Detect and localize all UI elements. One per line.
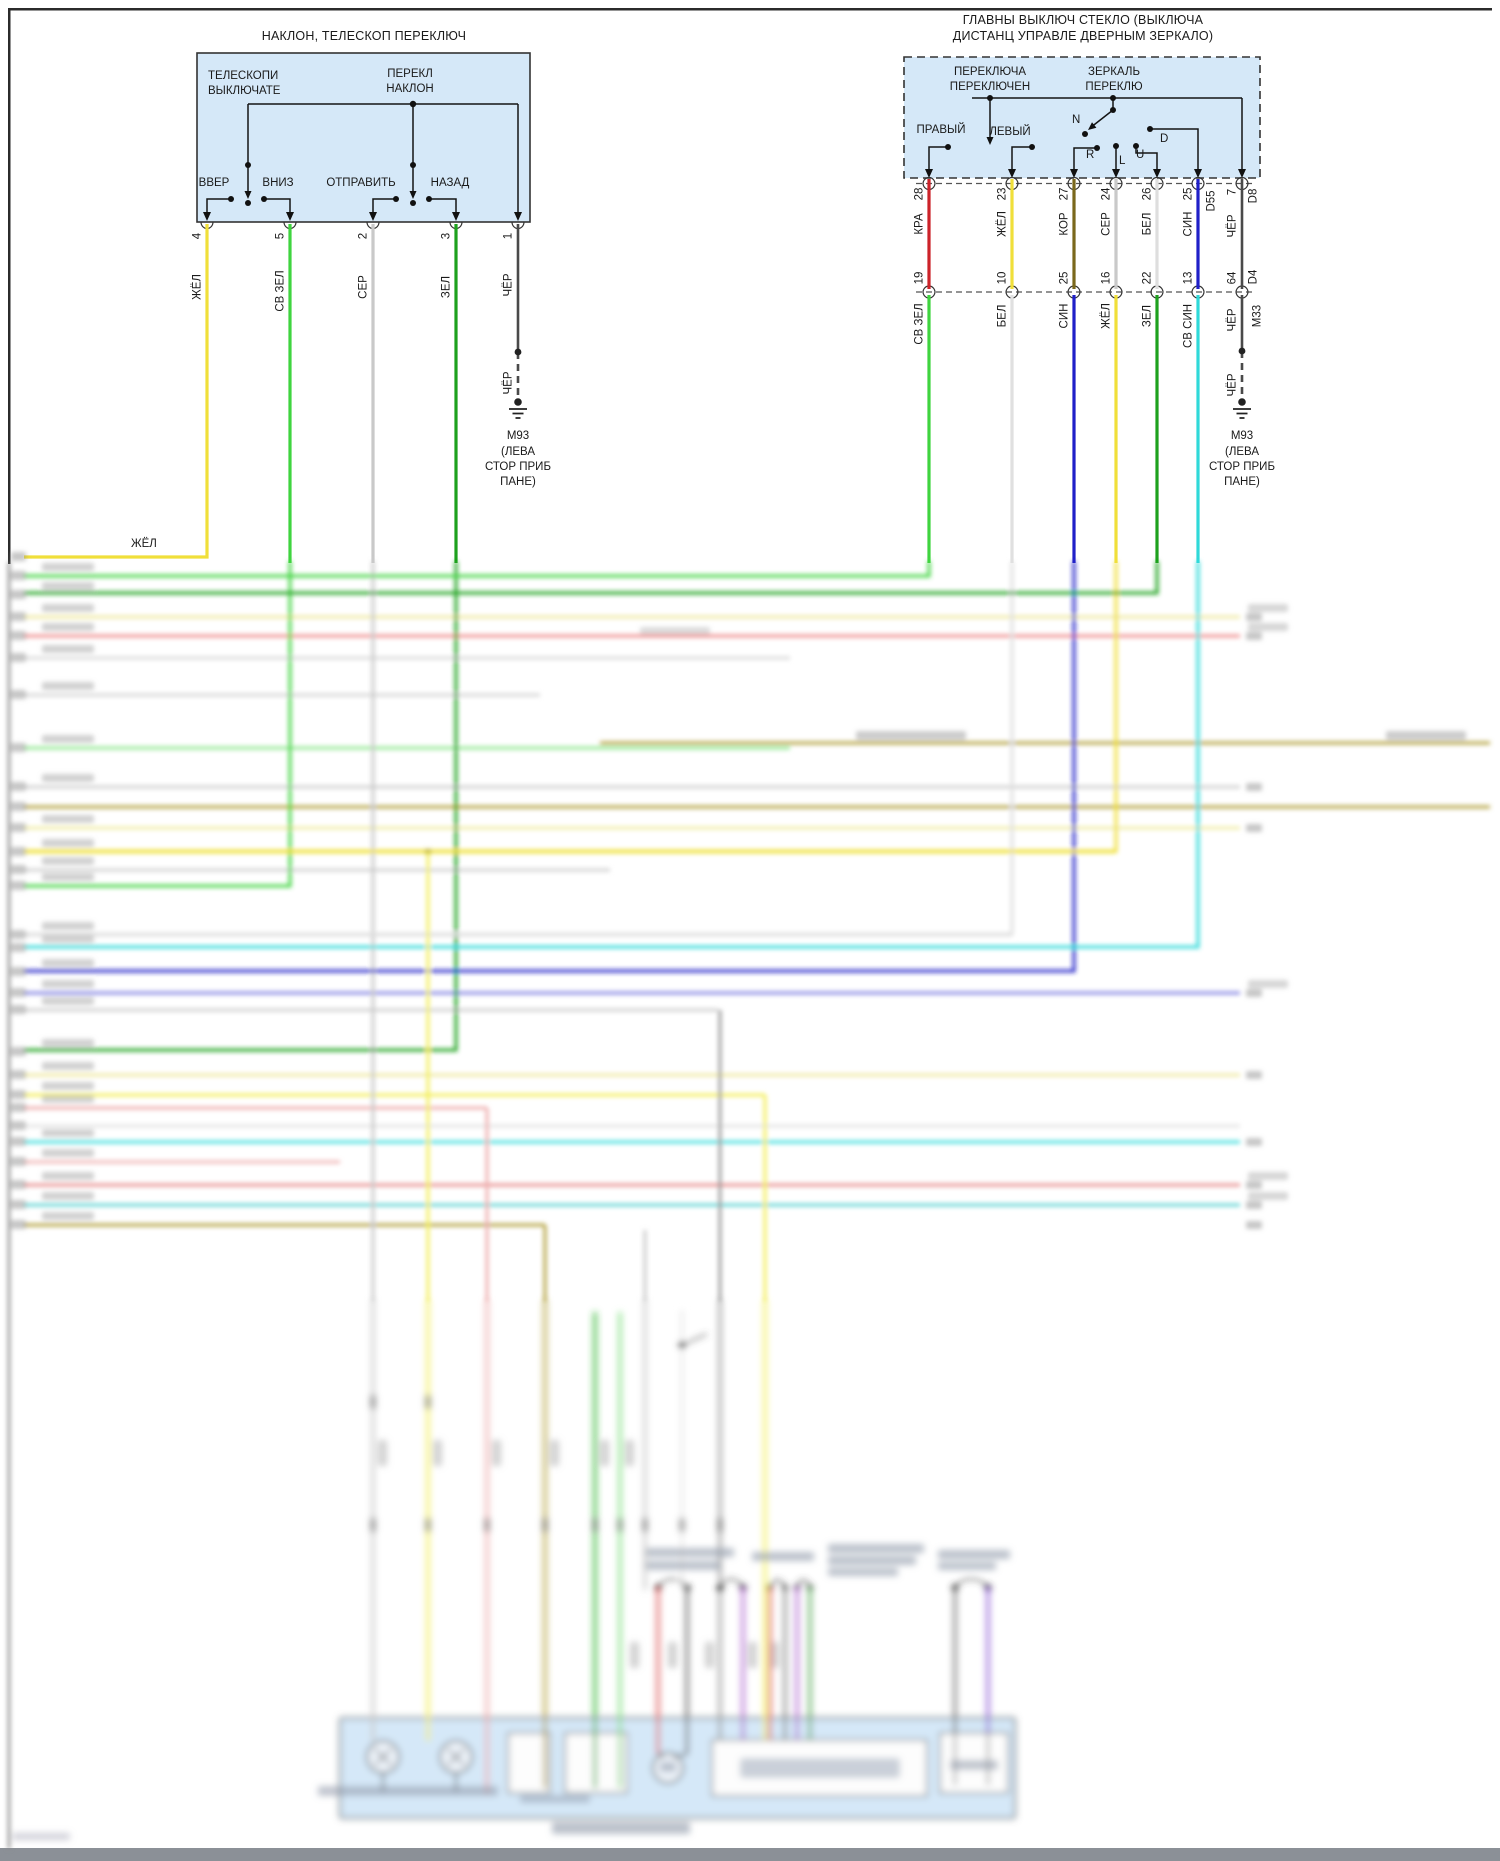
ground-location-label: СТОР ПРИБ	[1209, 461, 1275, 473]
wire-color-label: СИН	[1182, 211, 1195, 237]
pin-number: 27	[1058, 187, 1071, 201]
pin-number: 5	[274, 232, 287, 240]
bottom-wires-blurred	[12, 1300, 1016, 1840]
fn-down-label: ВНИЗ	[262, 177, 294, 189]
mirror-section-label: ЗЕРКАЛЬ	[1087, 66, 1141, 78]
wire-color-label: ЗЕЛ	[440, 275, 453, 299]
pin-number: 25	[1182, 187, 1195, 201]
master-window-switch-graphics	[903, 56, 1261, 299]
mirror-r-label: R	[1086, 149, 1095, 161]
ground-location-label: ПАНЕ)	[500, 476, 536, 488]
tilt-section-label: ПЕРЕКЛ	[387, 68, 433, 80]
pin-number: 13	[1182, 271, 1195, 285]
pin-number: 19	[913, 271, 926, 285]
wire-color-label: ЧЁР	[1226, 308, 1239, 332]
pin-number: 26	[1141, 187, 1154, 201]
tilt-telescope-switch-graphics	[196, 52, 531, 230]
pin-number: 1	[502, 232, 515, 240]
pin-number: 3	[440, 232, 453, 240]
pin-number: 16	[1100, 271, 1113, 285]
splice-id: М33	[1251, 304, 1264, 328]
right-switch-title: ГЛАВНЫ ВЫКЛЮЧ СТЕКЛО (ВЫКЛЮЧА	[962, 13, 1204, 27]
ground-location-label: (ЛЕВА	[1224, 446, 1260, 458]
wire-color-label: СВ ЗЕЛ	[913, 303, 926, 345]
pin-number: 23	[996, 187, 1009, 201]
pin-number: 24	[1100, 187, 1113, 201]
wire-color-label: СВ СИН	[1182, 303, 1195, 349]
mirror-section-label: ПЕРЕКЛЮ	[1085, 81, 1143, 93]
mirror-n-label: N	[1072, 114, 1081, 126]
wire-color-label: ЖЁЛ	[191, 274, 204, 300]
connector-id: D4	[1247, 269, 1260, 285]
ground-location-label: ПАНЕ)	[1224, 476, 1260, 488]
left-switch-title: НАКЛОН, ТЕЛЕСКОП ПЕРЕКЛЮЧ	[261, 29, 467, 43]
wire-color-label: КРА	[913, 213, 926, 235]
wire-color-label: ЗЕЛ	[1141, 304, 1154, 328]
top-wires	[24, 179, 1251, 563]
mirror-d-label: D	[1160, 133, 1169, 145]
fn-send-label: ОТПРАВИТЬ	[326, 177, 396, 189]
mid-wires-blurred	[7, 552, 1490, 1849]
pos-right-label: ПРАВЫЙ	[916, 124, 966, 136]
pin-number: 4	[191, 232, 204, 240]
wire-color-label: СИН	[1058, 303, 1071, 329]
telescope-section-label: ВЫКЛЮЧАТЕ	[208, 85, 281, 97]
window-section-label: ПЕРЕКЛЮЧА	[953, 66, 1027, 78]
wire-color-label: ЧЁР	[502, 371, 515, 395]
pin-number: 10	[996, 271, 1009, 285]
connector-id: D55	[1205, 190, 1218, 212]
fn-up-label: ВВЕР	[198, 177, 230, 189]
ground-location-label: СТОР ПРИБ	[485, 461, 551, 473]
fn-back-label: НАЗАД	[430, 177, 470, 189]
wire-color-label: СЕР	[1100, 212, 1113, 236]
pin-number: 7	[1226, 188, 1239, 196]
page-frame	[0, 8, 1500, 1861]
wire-color-label: БЕЛ	[996, 304, 1009, 328]
wire-color-label: КОР	[1058, 212, 1071, 236]
telescope-section-label: ТЕЛЕСКОПИ	[208, 70, 279, 82]
window-section-label: ПЕРЕКЛЮЧЕН	[949, 81, 1031, 93]
wire-color-label: СВ ЗЕЛ	[274, 270, 287, 312]
pin-number: 64	[1226, 271, 1239, 285]
wire-color-label: ЧЁР	[1226, 373, 1239, 397]
pin-number: 22	[1141, 271, 1154, 285]
mirror-l-label: L	[1119, 155, 1126, 167]
ground-location-label: (ЛЕВА	[500, 446, 536, 458]
tilt-section-label: НАКЛОН	[386, 83, 434, 95]
pin-number: 2	[357, 232, 370, 240]
pin-number: 28	[913, 187, 926, 201]
wire-color-label: ЧЁР	[1226, 214, 1239, 238]
exit-wire-color-label: ЖЁЛ	[131, 538, 157, 550]
pos-left-label: ЛЕВЫЙ	[989, 126, 1031, 138]
connector-id: D8	[1247, 188, 1260, 204]
pin-number: 25	[1058, 271, 1071, 285]
wire-color-label: ЖЁЛ	[1100, 303, 1113, 329]
ground-node-label: М93	[1230, 430, 1254, 442]
mirror-u-label: U	[1136, 149, 1145, 161]
wire-color-label: БЕЛ	[1141, 212, 1154, 236]
right-switch-title: ДИСТАНЦ УПРАВЛЕ ДВЕРНЫМ ЗЕРКАЛО)	[952, 29, 1214, 43]
wire-color-label: СЕР	[357, 275, 370, 299]
wire-color-label: ЖЁЛ	[996, 211, 1009, 237]
ground-node-label: М93	[506, 430, 530, 442]
wire-color-label: ЧЁР	[502, 273, 515, 297]
